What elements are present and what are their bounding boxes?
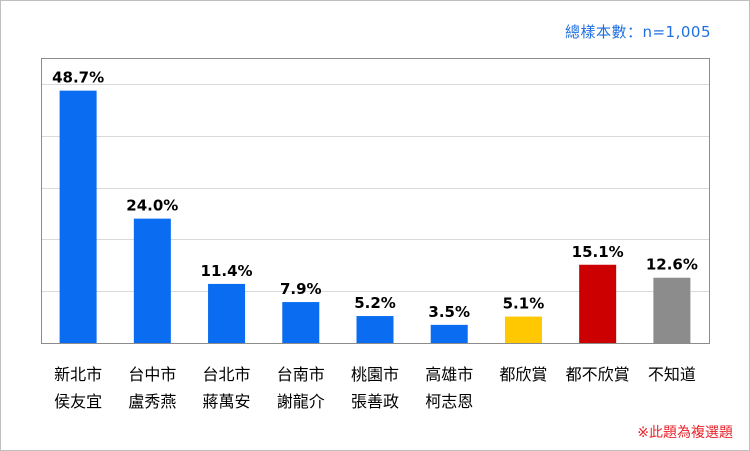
bar <box>579 264 617 343</box>
data-label: 15.1% <box>572 243 624 261</box>
bar <box>653 277 691 343</box>
category-label: 新北市 <box>54 365 102 384</box>
category-label: 高雄市 <box>425 365 473 384</box>
data-label: 11.4% <box>201 262 253 280</box>
category-label: 台南市 <box>277 365 325 384</box>
data-label: 5.2% <box>354 294 396 312</box>
category-label: 台中市 <box>128 365 176 384</box>
bar <box>356 316 394 343</box>
category-label: 不知道 <box>648 365 696 384</box>
bar <box>282 302 320 343</box>
category-label: 桃園市 <box>351 365 399 384</box>
bar <box>59 90 97 344</box>
bar <box>133 218 171 343</box>
category-label: 謝龍介 <box>277 392 325 411</box>
data-label: 48.7% <box>52 69 104 87</box>
category-label: 都欣賞 <box>499 365 547 384</box>
data-label: 3.5% <box>428 303 470 321</box>
category-label: 盧秀燕 <box>128 392 176 411</box>
bar <box>430 324 468 343</box>
bar <box>504 316 542 343</box>
data-label: 7.9% <box>280 280 322 298</box>
plot-area-border <box>41 58 710 344</box>
category-label: 都不欣賞 <box>566 365 630 384</box>
data-label: 12.6% <box>646 256 698 274</box>
sample-size-note: 總樣本數：n=1,005 <box>564 23 711 41</box>
category-label: 侯友宜 <box>54 392 102 411</box>
category-label: 蔣萬安 <box>203 392 251 411</box>
data-label: 24.0% <box>126 197 178 215</box>
data-label: 5.1% <box>503 295 545 313</box>
footnote: ※此題為複選題 <box>637 425 733 441</box>
category-label: 台北市 <box>203 365 251 384</box>
category-label: 張善政 <box>351 392 399 411</box>
category-label: 柯志恩 <box>425 392 473 411</box>
bar <box>208 283 246 343</box>
